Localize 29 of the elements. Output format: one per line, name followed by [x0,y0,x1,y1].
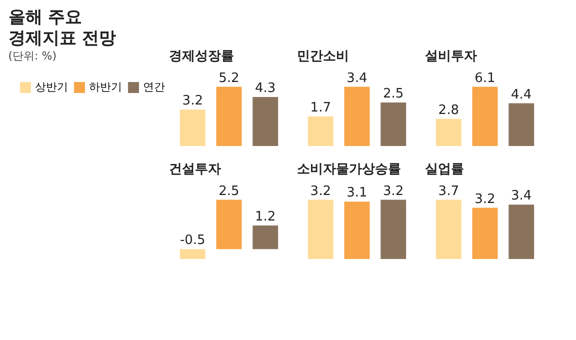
legend-label: 상반기 [35,80,68,94]
legend-label: 연간 [143,80,165,94]
data-label: 3.1 [346,186,368,201]
data-label: 4.4 [511,87,532,102]
text: (단위: %) [8,49,57,62]
chart-title: 실업률 [425,162,464,177]
data-label: -0.5 [180,233,206,248]
data-label: 4.3 [255,81,276,96]
data-label: 2.5 [383,86,404,102]
data-label: 3.4 [346,70,368,86]
chart-title: 민간소비 [297,49,349,64]
data-label: 1.7 [310,100,331,116]
chart-title: 설비투자 [425,49,477,64]
data-label: 3.4 [511,188,532,204]
data-label: 6.1 [474,70,496,86]
text: 올해 주요 경제지표 전망 [8,7,116,48]
data-label: 2.8 [438,102,459,118]
data-label: 3.7 [438,184,459,199]
data-label: 1.2 [255,209,276,224]
chart-title: 소비자물가상승률 [297,162,401,177]
data-label: 5.2 [218,70,240,86]
chart-title: 경제성장률 [169,49,234,64]
data-label: 3.2 [310,184,331,199]
data-label: 3.2 [383,184,404,199]
data-label: 2.5 [218,184,240,199]
data-label: 3.2 [182,94,203,109]
data-label: 3.2 [474,192,496,207]
chart-title: 건설투자 [169,162,221,177]
legend-label: 하반기 [89,80,122,94]
